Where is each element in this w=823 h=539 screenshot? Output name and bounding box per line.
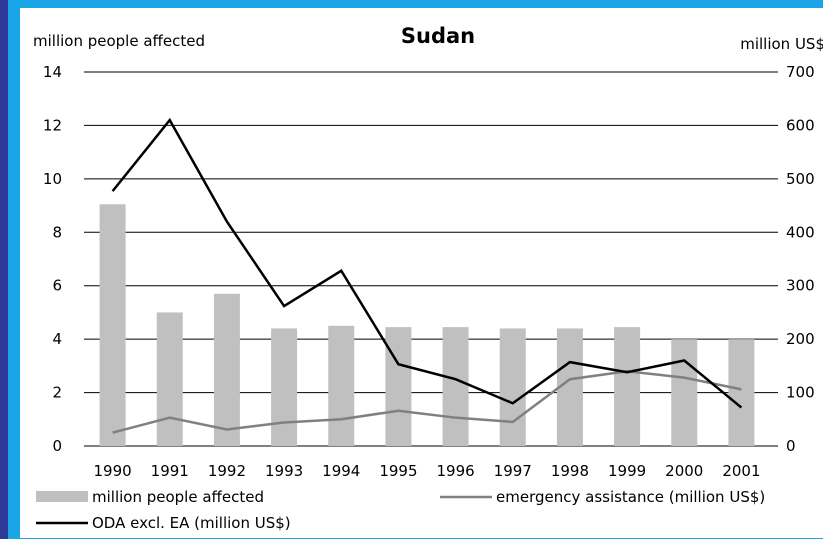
x-tick-label: 1998 bbox=[551, 462, 589, 480]
legend-label: million people affected bbox=[92, 488, 264, 506]
y-tick-label-right: 200 bbox=[786, 330, 815, 348]
series-line bbox=[112, 369, 742, 434]
x-tick-label: 2000 bbox=[665, 462, 703, 480]
bar bbox=[442, 327, 469, 446]
y-tick-label-left: 12 bbox=[43, 116, 62, 134]
bar bbox=[385, 327, 412, 446]
bar bbox=[99, 204, 126, 446]
x-tick-label: 1996 bbox=[436, 462, 474, 480]
y-tick-label-left: 14 bbox=[43, 63, 62, 81]
y-tick-label-left: 6 bbox=[52, 277, 62, 295]
bar bbox=[614, 327, 641, 446]
bar bbox=[271, 328, 298, 446]
chart-title: Sudan bbox=[401, 24, 475, 48]
legend-label: emergency assistance (million US$) bbox=[496, 488, 765, 506]
x-tick-label: 1995 bbox=[379, 462, 417, 480]
y-tick-label-left: 10 bbox=[43, 170, 62, 188]
y-tick-label-right: 600 bbox=[786, 116, 815, 134]
chart-frame: 0 2 4 6 8 10 12 14 0 100 200 300 400 500 600 700 1990 199… bbox=[8, 0, 823, 539]
chart-svg: 0 2 4 6 8 10 12 14 0 100 200 300 400 500 600 700 1990 199… bbox=[33, 24, 823, 532]
bar bbox=[328, 325, 355, 446]
legend-swatch-bar bbox=[36, 491, 88, 502]
bar bbox=[728, 339, 755, 446]
y-tick-label-right: 300 bbox=[786, 277, 815, 295]
y-tick-label-right: 0 bbox=[786, 437, 796, 455]
y-tick-label-right: 500 bbox=[786, 170, 815, 188]
x-tick-label: 1997 bbox=[494, 462, 532, 480]
y-tick-label-left: 8 bbox=[52, 223, 62, 241]
x-tick-label: 1992 bbox=[208, 462, 246, 480]
y-tick-label-right: 400 bbox=[786, 223, 815, 241]
y-tick-label-left: 2 bbox=[52, 384, 62, 402]
x-tick-label: 1993 bbox=[265, 462, 303, 480]
legend-label: ODA excl. EA (million US$) bbox=[92, 514, 291, 532]
series-line bbox=[111, 117, 743, 409]
x-tick-label: 1994 bbox=[322, 462, 360, 480]
bar bbox=[213, 293, 240, 446]
bar bbox=[671, 339, 698, 446]
x-tick-label: 2001 bbox=[722, 462, 760, 480]
y-tick-label-right: 700 bbox=[786, 63, 815, 81]
x-tick-label: 1991 bbox=[151, 462, 189, 480]
right-axis-title: million US$ bbox=[740, 35, 823, 53]
y-tick-label-left: 4 bbox=[52, 330, 62, 348]
x-tick-label: 1990 bbox=[93, 462, 131, 480]
y-tick-label-left: 0 bbox=[52, 437, 62, 455]
bar bbox=[499, 328, 526, 446]
left-axis-title: million people affected bbox=[33, 32, 205, 50]
bar bbox=[156, 312, 183, 446]
y-tick-label-right: 100 bbox=[786, 384, 815, 402]
legend: million people affected emergency assista… bbox=[36, 488, 765, 532]
chart-panel: 0 2 4 6 8 10 12 14 0 100 200 300 400 500 600 700 1990 199… bbox=[20, 8, 823, 538]
x-tick-label: 1999 bbox=[608, 462, 646, 480]
